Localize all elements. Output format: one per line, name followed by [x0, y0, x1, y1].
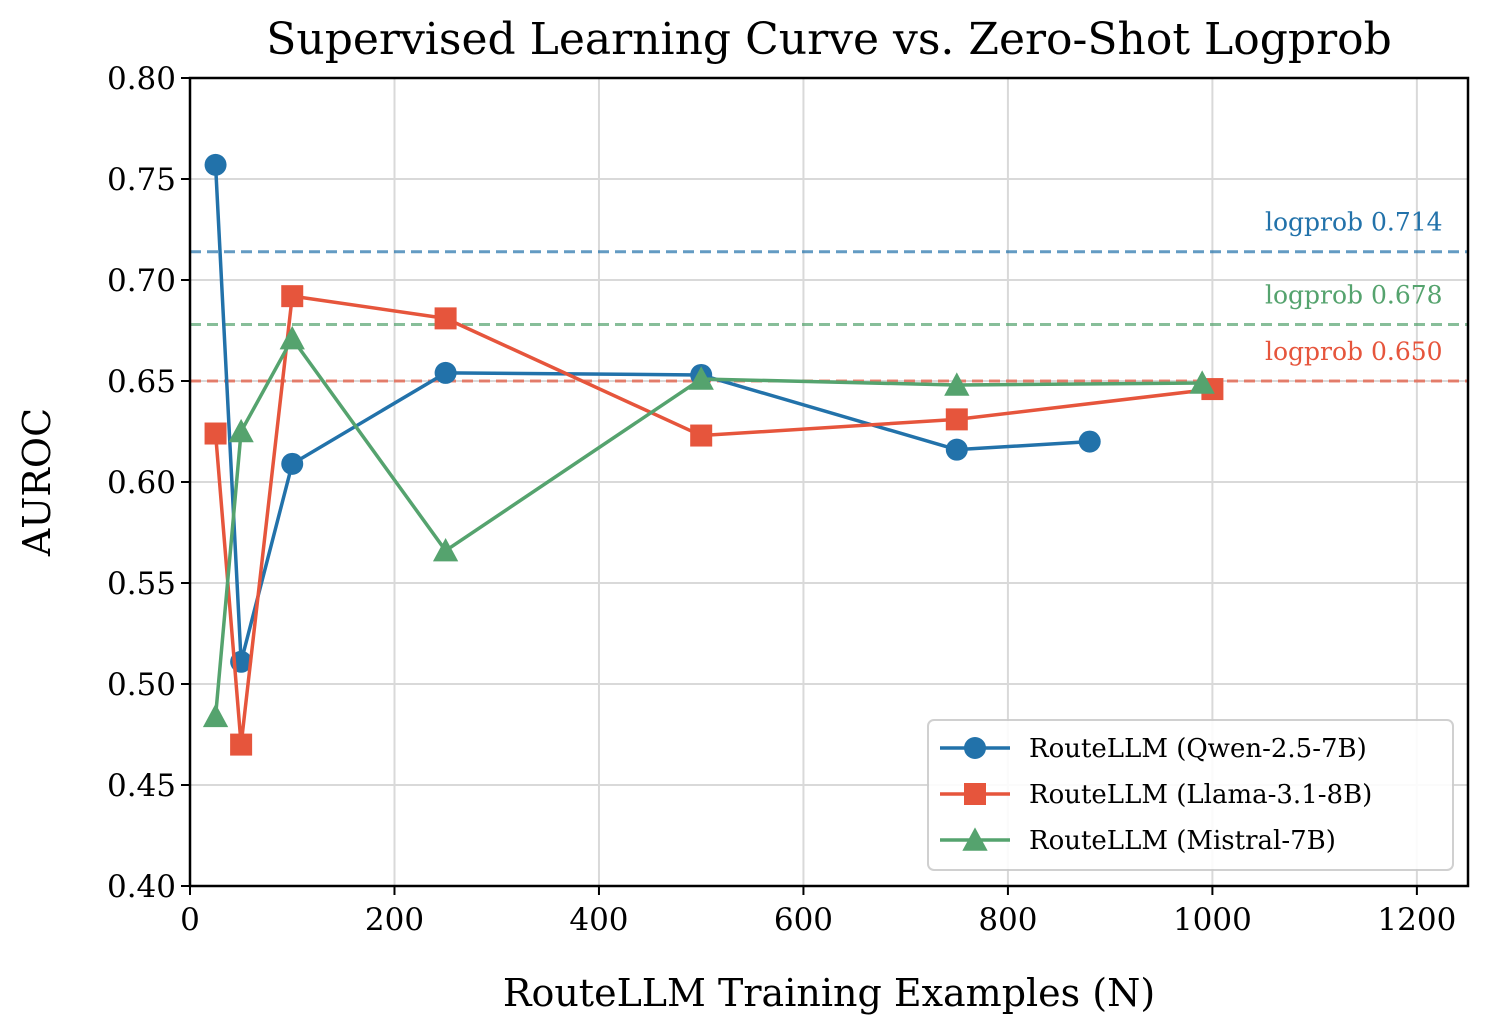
y-tick-label: 0.75 — [107, 162, 176, 198]
data-point — [204, 422, 227, 445]
data-point — [964, 783, 986, 805]
data-point — [945, 408, 968, 431]
series-layer — [202, 153, 1224, 756]
x-axis-ticks: 0 200 400 600 800 1000 1200 — [180, 886, 1456, 938]
series-line — [213, 294, 1213, 747]
reference-line-label: logprob 0.650 — [1265, 337, 1443, 366]
series-group — [204, 285, 1224, 756]
legend-label: RouteLLM (Llama-3.1-8B) — [1029, 780, 1372, 810]
x-axis-label: RouteLLM Training Examples (N) — [503, 971, 1155, 1015]
chart-title: Supervised Learning Curve vs. Zero-Shot … — [266, 14, 1392, 65]
data-point — [281, 452, 304, 475]
data-point — [434, 361, 457, 384]
reference-line-label: logprob 0.714 — [1265, 208, 1443, 237]
data-point — [202, 703, 229, 728]
series-group — [202, 325, 1215, 728]
data-point — [230, 733, 253, 756]
x-tick-label: 0 — [180, 902, 200, 938]
y-tick-label: 0.65 — [107, 364, 176, 400]
data-point — [688, 366, 714, 390]
data-point — [432, 538, 459, 562]
y-tick-label: 0.70 — [107, 263, 176, 299]
legend: RouteLLM (Qwen-2.5-7B) RouteLLM (Llama-3.… — [927, 719, 1454, 871]
x-tick-label: 600 — [774, 902, 833, 938]
reference-lines: logprob 0.714 logprob 0.678 logprob 0.650 — [190, 208, 1468, 383]
data-point — [279, 325, 305, 350]
data-point — [962, 827, 988, 851]
series-line — [213, 336, 1203, 717]
data-point — [690, 424, 713, 447]
x-tick-label: 1000 — [1173, 902, 1252, 938]
data-point — [964, 737, 986, 759]
data-point — [281, 285, 304, 308]
y-tick-label: 0.40 — [107, 869, 176, 905]
data-point — [1078, 430, 1101, 453]
y-axis-ticks: 0.40 0.45 0.50 0.55 0.60 0.65 0.70 0.75 0.80 — [107, 61, 190, 905]
y-tick-label: 0.55 — [107, 566, 176, 602]
y-tick-label: 0.80 — [107, 61, 176, 97]
x-tick-label: 1200 — [1377, 902, 1456, 938]
x-tick-label: 400 — [569, 902, 628, 938]
reference-line-label: logprob 0.678 — [1265, 280, 1443, 309]
legend-box — [927, 719, 1454, 871]
y-tick-label: 0.50 — [107, 667, 176, 703]
x-tick-label: 200 — [365, 902, 424, 938]
data-point — [434, 307, 457, 330]
y-tick-label: 0.45 — [107, 768, 176, 804]
x-tick-label: 800 — [978, 902, 1037, 938]
data-point — [945, 438, 968, 461]
y-axis-label: AUROC — [15, 408, 59, 557]
data-point — [228, 418, 254, 443]
legend-label: RouteLLM (Mistral-7B) — [1029, 826, 1336, 856]
data-point — [204, 153, 227, 176]
data-point — [944, 372, 970, 396]
legend-label: RouteLLM (Qwen-2.5-7B) — [1029, 734, 1367, 764]
y-tick-label: 0.60 — [107, 465, 176, 501]
data-point — [1189, 370, 1215, 394]
